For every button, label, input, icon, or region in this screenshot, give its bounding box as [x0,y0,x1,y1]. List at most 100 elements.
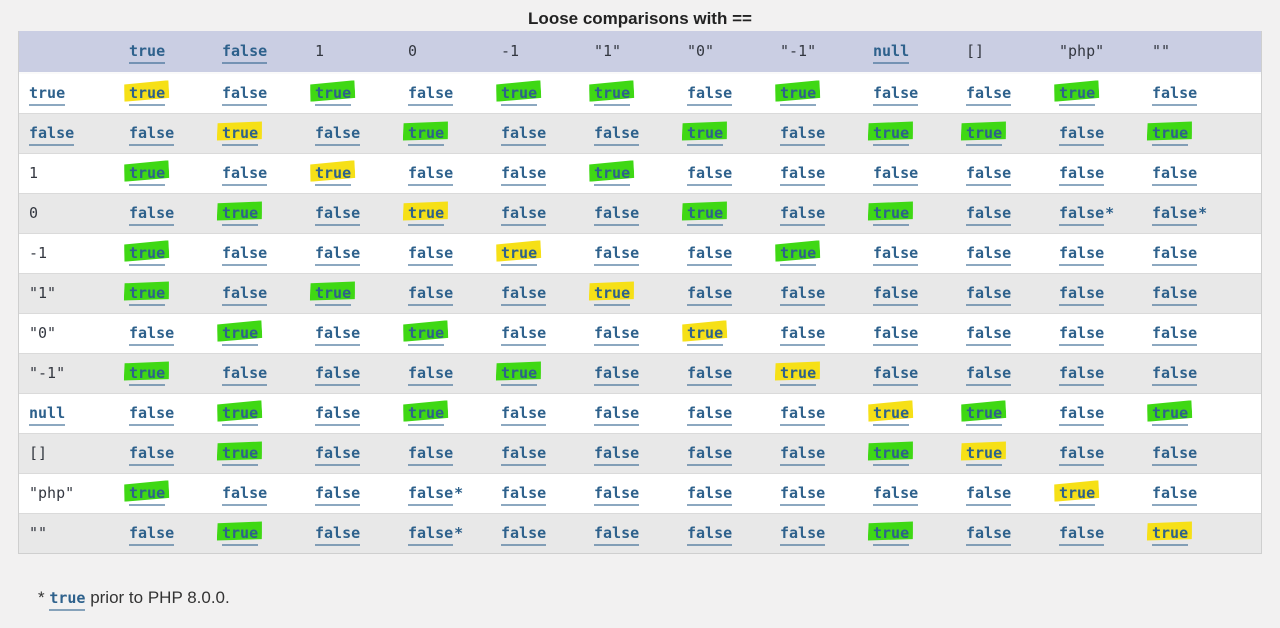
cell-link[interactable]: true [129,164,166,186]
cell-link[interactable]: true [315,284,352,306]
cell-link[interactable]: false [501,404,547,426]
cell-link[interactable]: false [966,324,1012,346]
cell-link[interactable]: true [780,244,817,266]
cell-link[interactable]: true [129,364,166,386]
cell-link[interactable]: false [315,524,361,546]
cell-link[interactable]: false [315,404,361,426]
cell-link[interactable]: false [1059,324,1105,346]
cell-link[interactable]: false [1152,164,1198,186]
cell-link[interactable]: true [873,124,910,146]
cell-link[interactable]: false [966,164,1012,186]
cell-link[interactable]: false [1059,124,1105,146]
cell-link[interactable]: true [594,284,631,306]
cell-link[interactable]: false [222,284,268,306]
cell-link[interactable]: false [780,524,826,546]
cell-link[interactable]: false [408,84,454,106]
cell-link[interactable]: false [501,124,547,146]
cell-link[interactable]: true [873,524,910,546]
cell-link[interactable]: false [129,444,175,466]
cell-link[interactable]: false [966,484,1012,506]
cell-link[interactable]: false [222,84,268,106]
cell-link[interactable]: false [594,524,640,546]
cell-link[interactable]: false [1152,444,1198,466]
cell-link[interactable]: false [780,284,826,306]
cell-link[interactable]: false [873,164,919,186]
cell-link[interactable]: false [594,124,640,146]
cell-link[interactable]: false [873,324,919,346]
cell-link[interactable]: false [408,164,454,186]
cell-link[interactable]: true [222,204,259,226]
cell-link[interactable]: false [222,484,268,506]
cell-link[interactable]: true [780,84,817,106]
cell-link[interactable]: false [501,164,547,186]
cell-link[interactable]: false [1152,84,1198,106]
cell-link[interactable]: false [1152,244,1198,266]
cell-link[interactable]: false [966,364,1012,386]
cell-link[interactable]: false [501,204,547,226]
cell-link[interactable]: false [315,244,361,266]
cell-link[interactable]: true [222,124,259,146]
cell-link[interactable]: true [594,164,631,186]
cell-link[interactable]: true [222,324,259,346]
cell-link[interactable]: false [873,84,919,106]
cell-link[interactable]: false [1152,484,1198,506]
cell-link[interactable]: true [687,324,724,346]
cell-link[interactable]: false [594,244,640,266]
cell-link[interactable]: false [687,164,733,186]
row-header-link[interactable]: false [29,124,75,146]
cell-link[interactable]: false [408,484,454,506]
cell-link[interactable]: false [594,324,640,346]
footnote-true-link[interactable]: true [49,589,86,611]
cell-link[interactable]: false [408,444,454,466]
cell-link[interactable]: false [687,484,733,506]
cell-link[interactable]: false [1059,204,1105,226]
cell-link[interactable]: false [501,484,547,506]
cell-link[interactable]: true [966,444,1003,466]
cell-link[interactable]: false [315,324,361,346]
cell-link[interactable]: true [315,164,352,186]
cell-link[interactable]: false [873,364,919,386]
cell-link[interactable]: false [222,364,268,386]
cell-link[interactable]: false [1152,324,1198,346]
cell-link[interactable]: false [780,124,826,146]
cell-link[interactable]: false [1059,524,1105,546]
cell-link[interactable]: true [129,284,166,306]
cell-link[interactable]: false [408,364,454,386]
cell-link[interactable]: true [1059,484,1096,506]
cell-link[interactable]: false [687,364,733,386]
cell-link[interactable]: true [780,364,817,386]
cell-link[interactable]: true [687,204,724,226]
cell-link[interactable]: false [1152,204,1198,226]
cell-link[interactable]: true [501,84,538,106]
cell-link[interactable]: false [594,204,640,226]
cell-link[interactable]: false [1059,244,1105,266]
cell-link[interactable]: true [408,324,445,346]
cell-link[interactable]: false [1059,404,1105,426]
cell-link[interactable]: true [129,84,166,106]
cell-link[interactable]: false [1152,284,1198,306]
cell-link[interactable]: false [873,244,919,266]
cell-link[interactable]: false [687,404,733,426]
cell-link[interactable]: false [129,124,175,146]
cell-link[interactable]: true [222,404,259,426]
cell-link[interactable]: true [222,444,259,466]
cell-link[interactable]: false [129,324,175,346]
row-header-link[interactable]: true [29,84,66,106]
column-header-link[interactable]: null [873,42,910,64]
cell-link[interactable]: true [501,364,538,386]
cell-link[interactable]: false [873,284,919,306]
cell-link[interactable]: false [501,284,547,306]
cell-link[interactable]: false [780,444,826,466]
cell-link[interactable]: true [687,124,724,146]
cell-link[interactable]: false [408,284,454,306]
cell-link[interactable]: false [780,484,826,506]
cell-link[interactable]: false [966,244,1012,266]
cell-link[interactable]: true [1152,404,1189,426]
cell-link[interactable]: true [966,404,1003,426]
cell-link[interactable]: true [408,124,445,146]
cell-link[interactable]: true [1059,84,1096,106]
cell-link[interactable]: false [594,444,640,466]
cell-link[interactable]: false [222,244,268,266]
cell-link[interactable]: false [780,204,826,226]
cell-link[interactable]: false [129,404,175,426]
